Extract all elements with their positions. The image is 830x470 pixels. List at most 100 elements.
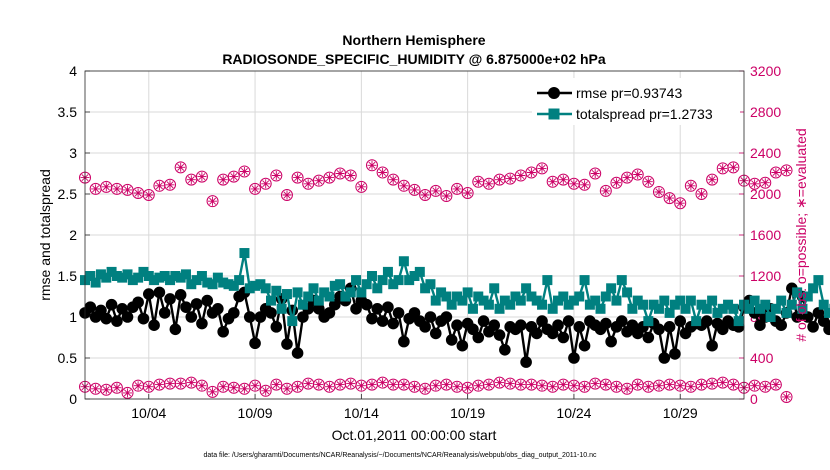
data-point-obs-evaluated-lower	[271, 380, 281, 390]
data-point-totalspread	[117, 272, 128, 283]
data-point-obs-possible	[610, 176, 623, 189]
data-point-obs-possible	[280, 189, 293, 202]
data-point-obs-evaluated-lower	[229, 383, 239, 393]
data-point-totalspread	[760, 299, 771, 310]
data-point-obs-evaluated	[728, 162, 738, 172]
data-point-rmse	[493, 329, 506, 341]
data-point-rmse	[658, 352, 671, 364]
data-point-totalspread	[653, 303, 664, 314]
data-point-obs-evaluated-lower	[410, 382, 419, 392]
data-point-rmse	[615, 315, 628, 327]
data-point-rmse	[111, 315, 123, 327]
data-point-totalspread	[149, 275, 160, 286]
data-point-obs-possible	[365, 159, 378, 172]
data-point-obs-evaluated-lower	[760, 382, 770, 392]
data-point-totalspread	[622, 287, 633, 298]
data-point-obs-evaluated	[261, 179, 271, 189]
data-point-obs-possible	[621, 382, 634, 395]
data-point-obs-evaluated-lower	[452, 382, 462, 392]
data-point-rmse	[700, 315, 713, 327]
data-point-obs-evaluated-lower	[580, 382, 590, 392]
data-point-totalspread	[499, 295, 510, 306]
data-point-obs-possible	[376, 166, 389, 179]
data-point-rmse	[158, 307, 171, 319]
data-point-rmse	[642, 331, 655, 344]
data-point-obs-possible	[323, 171, 336, 184]
data-point-obs-evaluated	[208, 196, 217, 206]
data-point-obs-possible	[589, 167, 602, 180]
y-tick-label-right: 3200	[750, 63, 781, 79]
data-point-rmse	[568, 352, 580, 364]
data-point-obs-evaluated	[431, 186, 441, 196]
data-point-obs-possible	[419, 189, 432, 202]
data-point-obs-possible	[270, 169, 283, 182]
data-point-obs-evaluated	[622, 173, 632, 183]
y-tick-label-left: 3.5	[58, 104, 78, 120]
y-tick-label-left: 0	[69, 391, 77, 407]
data-point-obs-evaluated	[176, 162, 186, 172]
data-point-totalspread	[542, 275, 553, 286]
data-point-rmse	[366, 312, 378, 325]
data-point-totalspread	[473, 291, 484, 302]
data-point-rmse	[488, 319, 501, 332]
data-point-rmse	[445, 334, 458, 346]
data-point-obs-evaluated	[378, 168, 388, 177]
data-point-rmse	[228, 307, 240, 319]
data-point-obs-evaluated-lower	[612, 382, 621, 392]
data-point-rmse	[153, 286, 166, 299]
data-point-obs-evaluated-lower	[516, 380, 526, 390]
data-point-rmse	[557, 331, 570, 344]
data-point-rmse	[328, 298, 341, 311]
data-point-totalspread	[366, 271, 377, 281]
data-point-rmse	[440, 311, 453, 323]
data-point-rmse	[477, 315, 490, 327]
data-point-obs-evaluated	[91, 184, 101, 194]
data-point-totalspread	[430, 295, 441, 306]
data-point-rmse	[382, 301, 394, 313]
data-point-obs-evaluated	[505, 174, 515, 184]
data-point-totalspread	[250, 280, 261, 291]
data-point-rmse	[201, 294, 214, 307]
data-point-obs-evaluated-lower	[484, 380, 494, 390]
data-point-totalspread	[170, 271, 181, 281]
data-point-totalspread	[266, 295, 277, 306]
data-point-totalspread	[207, 279, 218, 290]
data-point-obs-possible	[780, 164, 793, 177]
data-point-obs-evaluated-lower	[378, 378, 388, 388]
data-point-obs-possible	[397, 179, 410, 192]
data-point-totalspread	[505, 299, 516, 310]
data-point-totalspread	[696, 299, 707, 310]
data-point-totalspread	[494, 303, 505, 314]
data-point-totalspread	[600, 291, 611, 302]
data-point-obs-evaluated-lower	[665, 380, 675, 390]
data-point-totalspread	[824, 307, 830, 318]
data-file-footnote: data file: /Users/gharamti/Documents/NCA…	[203, 452, 597, 459]
data-point-obs-evaluated-lower	[250, 381, 260, 391]
data-point-rmse	[429, 327, 442, 340]
y-tick-label-right: 2800	[750, 104, 781, 120]
data-point-obs-evaluated	[144, 190, 154, 200]
data-point-obs-evaluated-lower	[261, 386, 271, 396]
data-point-totalspread	[345, 287, 356, 298]
data-point-obs-possible	[652, 185, 665, 198]
data-point-totalspread	[393, 275, 404, 286]
data-point-rmse	[116, 303, 129, 315]
data-point-obs-possible	[259, 177, 272, 190]
legend-label-totalspread: totalspread pr=1.2733	[576, 106, 713, 122]
data-point-totalspread	[404, 275, 415, 286]
data-point-obs-evaluated	[750, 179, 760, 189]
data-point-obs-possible	[174, 161, 187, 174]
data-point-obs-evaluated	[612, 178, 621, 188]
data-point-obs-possible	[429, 184, 442, 197]
data-point-obs-evaluated-lower	[590, 379, 600, 389]
data-point-totalspread	[606, 283, 617, 294]
data-point-obs-evaluated-lower	[728, 380, 738, 390]
data-point-obs-evaluated-lower	[91, 384, 101, 394]
data-point-obs-evaluated-lower	[420, 384, 430, 394]
data-point-obs-possible	[769, 378, 782, 391]
data-point-obs-evaluated-lower	[282, 384, 292, 394]
data-point-totalspread	[467, 303, 478, 314]
data-point-rmse	[499, 344, 511, 356]
x-tick-label: 10/14	[344, 405, 379, 421]
data-point-totalspread	[797, 303, 808, 314]
